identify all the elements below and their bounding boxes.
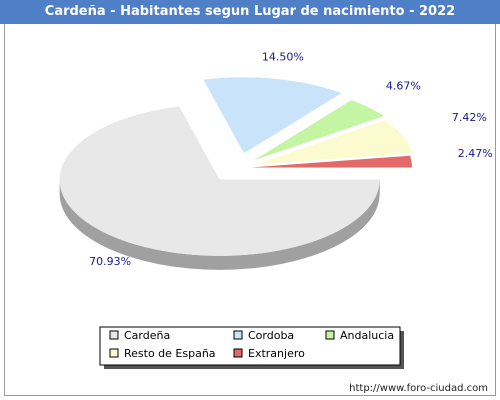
source-url: http://www.foro-ciudad.com [349,383,488,394]
legend-label-resto-de-espana: Resto de España [124,347,216,360]
slice-extranjero [251,155,412,168]
slice-cardena [59,106,380,256]
value-label-cordoba: 14.50% [262,50,304,63]
pie-slices [59,77,413,256]
legend: Cardeña Cordoba Andalucia Resto de España Ex… [99,326,404,369]
chart-title: Cardeña - Habitantes segun Lugar de naci… [0,0,500,24]
value-label-andalucia: 4.67% [386,80,421,93]
value-label-resto-de-espana: 7.42% [452,111,487,124]
value-label-cardena: 70.93% [89,255,131,268]
legend-box [99,326,401,366]
legend-label-cordoba: Cordoba [248,329,294,342]
value-label-extranjero: 2.47% [458,147,493,160]
legend-swatch-cardena [109,330,119,340]
slice-cordoba [203,77,342,154]
legend-swatch-andalucia [325,330,335,340]
slice-side-cardena [59,179,380,270]
legend-swatch-cordoba [233,330,243,340]
legend-label-extranjero: Extranjero [248,347,305,360]
pie-value-labels: 70.93% 14.50% 4.67% 7.42% 2.47% [89,50,493,268]
legend-items: Cardeña Cordoba Andalucia Resto de España Ex… [109,329,394,360]
legend-swatch-extranjero [233,348,243,358]
slice-andalucia [253,100,384,161]
legend-label-cardena: Cardeña [124,329,170,342]
slice-resto-de-espana [254,120,413,165]
legend-swatch-resto-de-espana [109,348,119,358]
legend-label-andalucia: Andalucia [340,329,394,342]
